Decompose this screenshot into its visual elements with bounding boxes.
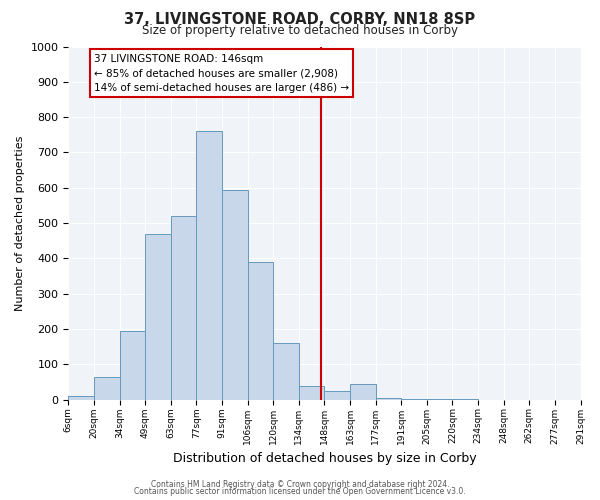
- X-axis label: Distribution of detached houses by size in Corby: Distribution of detached houses by size …: [173, 452, 476, 465]
- Bar: [273, 343, 299, 400]
- Bar: [401, 398, 427, 400]
- Text: Size of property relative to detached houses in Corby: Size of property relative to detached ho…: [142, 24, 458, 37]
- Text: 37 LIVINGSTONE ROAD: 146sqm
← 85% of detached houses are smaller (2,908)
14% of : 37 LIVINGSTONE ROAD: 146sqm ← 85% of det…: [94, 54, 349, 93]
- Bar: [350, 384, 376, 400]
- Bar: [427, 399, 452, 400]
- Bar: [94, 376, 119, 400]
- Bar: [196, 132, 222, 400]
- Bar: [299, 386, 325, 400]
- Bar: [119, 331, 145, 400]
- Bar: [222, 190, 248, 400]
- Bar: [68, 396, 94, 400]
- Text: Contains public sector information licensed under the Open Government Licence v3: Contains public sector information licen…: [134, 488, 466, 496]
- Text: Contains HM Land Registry data © Crown copyright and database right 2024.: Contains HM Land Registry data © Crown c…: [151, 480, 449, 489]
- Bar: [248, 262, 273, 400]
- Y-axis label: Number of detached properties: Number of detached properties: [15, 136, 25, 311]
- Bar: [145, 234, 171, 400]
- Bar: [171, 216, 196, 400]
- Bar: [325, 391, 350, 400]
- Text: 37, LIVINGSTONE ROAD, CORBY, NN18 8SP: 37, LIVINGSTONE ROAD, CORBY, NN18 8SP: [124, 12, 476, 28]
- Bar: [376, 398, 401, 400]
